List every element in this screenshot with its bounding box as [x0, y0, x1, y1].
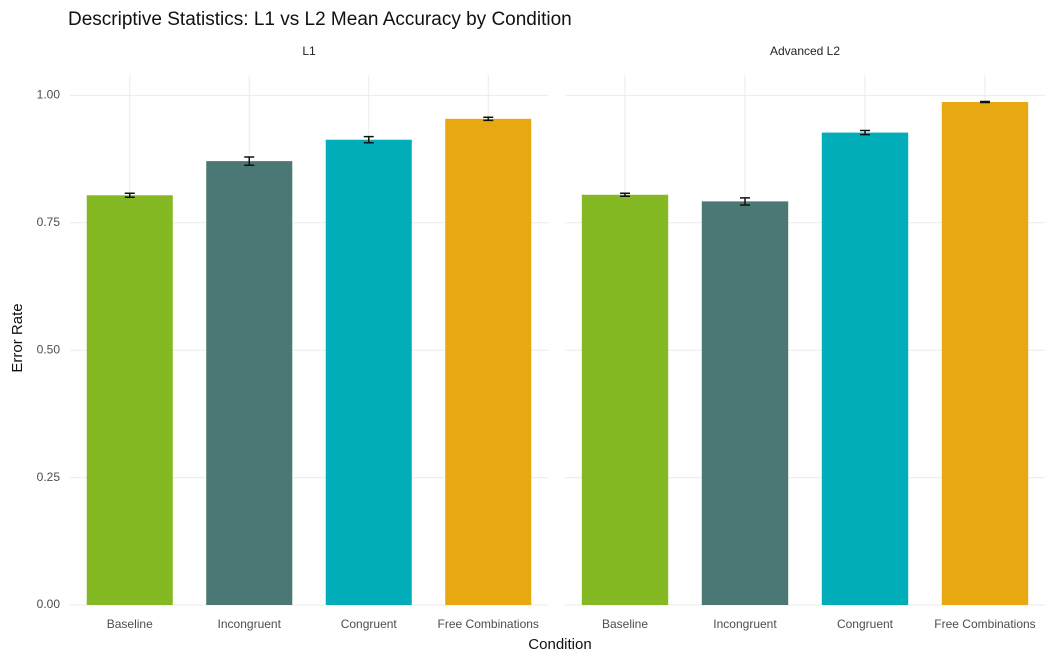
y-tick-label: 0.50 — [37, 342, 61, 356]
chart-title: Descriptive Statistics: L1 vs L2 Mean Ac… — [68, 9, 572, 30]
x-tick-label: Free Combinations — [934, 617, 1035, 631]
y-tick-label: 0.25 — [37, 470, 61, 484]
bar — [445, 118, 532, 606]
facet-title: Advanced L2 — [770, 44, 840, 58]
bar — [701, 201, 789, 605]
error-bar — [740, 197, 750, 206]
error-bar — [244, 156, 255, 166]
x-tick-label: Free Combinations — [438, 617, 539, 631]
bar — [325, 139, 412, 605]
y-axis-title: Error Rate — [9, 303, 26, 372]
error-bar — [483, 116, 494, 122]
error-bar — [860, 129, 870, 136]
x-tick-label: Incongruent — [713, 617, 777, 631]
bar — [581, 194, 669, 605]
x-tick-label: Incongruent — [218, 617, 282, 631]
x-tick-label: Baseline — [602, 617, 648, 631]
facet-title: L1 — [302, 44, 316, 58]
x-tick-label: Congruent — [341, 617, 398, 631]
error-bar — [620, 192, 630, 198]
error-bar — [363, 135, 374, 144]
bar — [86, 195, 173, 605]
error-bar — [124, 192, 135, 199]
error-bar — [980, 100, 990, 104]
x-tick-label: Baseline — [107, 617, 153, 631]
x-axis-title: Condition — [528, 636, 591, 653]
x-tick-label: Congruent — [837, 617, 894, 631]
y-tick-label: 1.00 — [37, 88, 61, 102]
bar — [941, 102, 1029, 605]
y-tick-label: 0.75 — [37, 215, 61, 229]
bar — [821, 132, 909, 605]
y-tick-label: 0.00 — [37, 597, 61, 611]
bar — [206, 161, 293, 605]
